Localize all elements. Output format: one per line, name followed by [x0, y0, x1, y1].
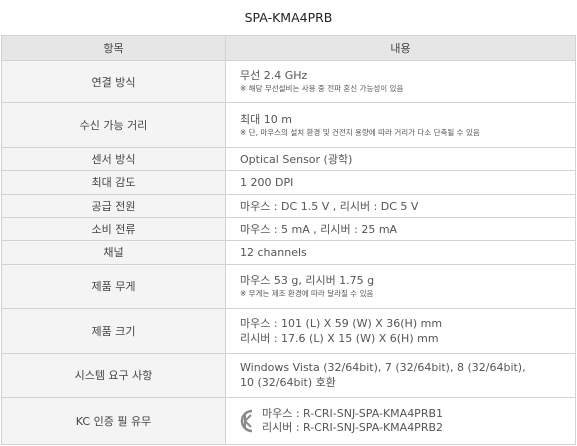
value-line: 마우스 : 101 (L) X 59 (W) X 36(H) mm	[240, 316, 443, 330]
table-row: 제품 크기 마우스 : 101 (L) X 59 (W) X 36(H) mm …	[1, 308, 576, 354]
row-label: 소비 전류	[1, 216, 226, 242]
row-value: 마우스 53 g, 리시버 1.75 g ※ 무게는 제조 환경에 따라 달라질…	[225, 263, 576, 310]
row-value: Optical Sensor (광학)	[225, 146, 576, 172]
row-value: Windows Vista (32/64bit), 7 (32/64bit), …	[225, 352, 576, 399]
row-label: 제품 무게	[1, 263, 226, 310]
table-row: 공급 전원 마우스 : DC 1.5 V , 리시버 : DC 5 V	[1, 193, 576, 218]
row-value: 최대 10 m ※ 단, 마우스의 설치 환경 및 건전지 용량에 따라 거리가…	[225, 102, 576, 148]
kc-lines: 마우스 : R-CRI-SNJ-SPA-KMA4PRB1 리시버 : R-CRI…	[262, 407, 443, 435]
row-value: 12 channels	[225, 240, 576, 265]
value-line: 리시버 : 17.6 (L) X 15 (W) X 6(H) mm	[240, 331, 439, 345]
table-row: 제품 무게 마우스 53 g, 리시버 1.75 g ※ 무게는 제조 환경에 …	[1, 263, 576, 310]
kc-certification-mark-icon	[240, 409, 253, 433]
kc-receiver-code: 리시버 : R-CRI-SNJ-SPA-KMA4PRB2	[262, 421, 444, 435]
value-note: ※ 무게는 제조 환경에 따라 달라질 수 있음	[240, 288, 374, 298]
spec-table: 항목 내용 연결 방식 무선 2.4 GHz ※ 해당 무선설비는 사용 중 전…	[1, 35, 576, 445]
table-row: 채널 12 channels	[1, 240, 576, 265]
value-line: 무선 2.4 GHz	[240, 69, 308, 83]
table-row: 최대 감도 1 200 DPI	[1, 170, 576, 195]
value-line: 10 (32/64bit) 호환	[240, 376, 336, 390]
model-title: SPA-KMA4PRB	[244, 10, 333, 25]
table-row: KC 인증 필 유무 마우스 : R-CRI-SNJ-SPA-KMA4PRB1 …	[1, 397, 576, 445]
header-item: 항목	[1, 35, 226, 61]
row-label: 제품 크기	[1, 308, 226, 354]
table-row: 연결 방식 무선 2.4 GHz ※ 해당 무선설비는 사용 중 전파 혼신 가…	[1, 59, 576, 104]
row-label: 수신 가능 거리	[1, 102, 226, 148]
row-value: 마우스 : R-CRI-SNJ-SPA-KMA4PRB1 리시버 : R-CRI…	[225, 397, 576, 445]
row-value: 마우스 : DC 1.5 V , 리시버 : DC 5 V	[225, 193, 576, 218]
row-label: 최대 감도	[1, 170, 226, 195]
kc-info: 마우스 : R-CRI-SNJ-SPA-KMA4PRB1 리시버 : R-CRI…	[240, 407, 575, 435]
row-label: 공급 전원	[1, 193, 226, 218]
row-value: 마우스 : 5 mA , 리시버 : 25 mA	[225, 216, 576, 242]
row-value: 무선 2.4 GHz ※ 해당 무선설비는 사용 중 전파 혼신 가능성이 있음	[225, 59, 576, 104]
row-value: 마우스 : 101 (L) X 59 (W) X 36(H) mm 리시버 : …	[225, 308, 576, 354]
value-line: 마우스 53 g, 리시버 1.75 g	[240, 273, 375, 287]
table-row: 소비 전류 마우스 : 5 mA , 리시버 : 25 mA	[1, 216, 576, 242]
table-header-row: 항목 내용	[1, 35, 576, 61]
row-label: KC 인증 필 유무	[1, 397, 226, 445]
value-line: 최대 10 m	[240, 112, 292, 126]
value-note: ※ 단, 마우스의 설치 환경 및 건전지 용량에 따라 거리가 다소 단축될 …	[240, 127, 480, 137]
row-label: 센서 방식	[1, 146, 226, 172]
table-row: 시스템 요구 사항 Windows Vista (32/64bit), 7 (3…	[1, 352, 576, 399]
value-line: Windows Vista (32/64bit), 7 (32/64bit), …	[240, 361, 526, 375]
kc-mouse-code: 마우스 : R-CRI-SNJ-SPA-KMA4PRB1	[262, 407, 444, 421]
row-value: 1 200 DPI	[225, 170, 576, 195]
value-note: ※ 해당 무선설비는 사용 중 전파 혼신 가능성이 있음	[240, 84, 404, 94]
row-label: 시스템 요구 사항	[1, 352, 226, 399]
header-content: 내용	[225, 35, 576, 61]
row-label: 연결 방식	[1, 59, 226, 104]
table-row: 센서 방식 Optical Sensor (광학)	[1, 146, 576, 172]
table-row: 수신 가능 거리 최대 10 m ※ 단, 마우스의 설치 환경 및 건전지 용…	[1, 102, 576, 148]
row-label: 채널	[1, 240, 226, 265]
